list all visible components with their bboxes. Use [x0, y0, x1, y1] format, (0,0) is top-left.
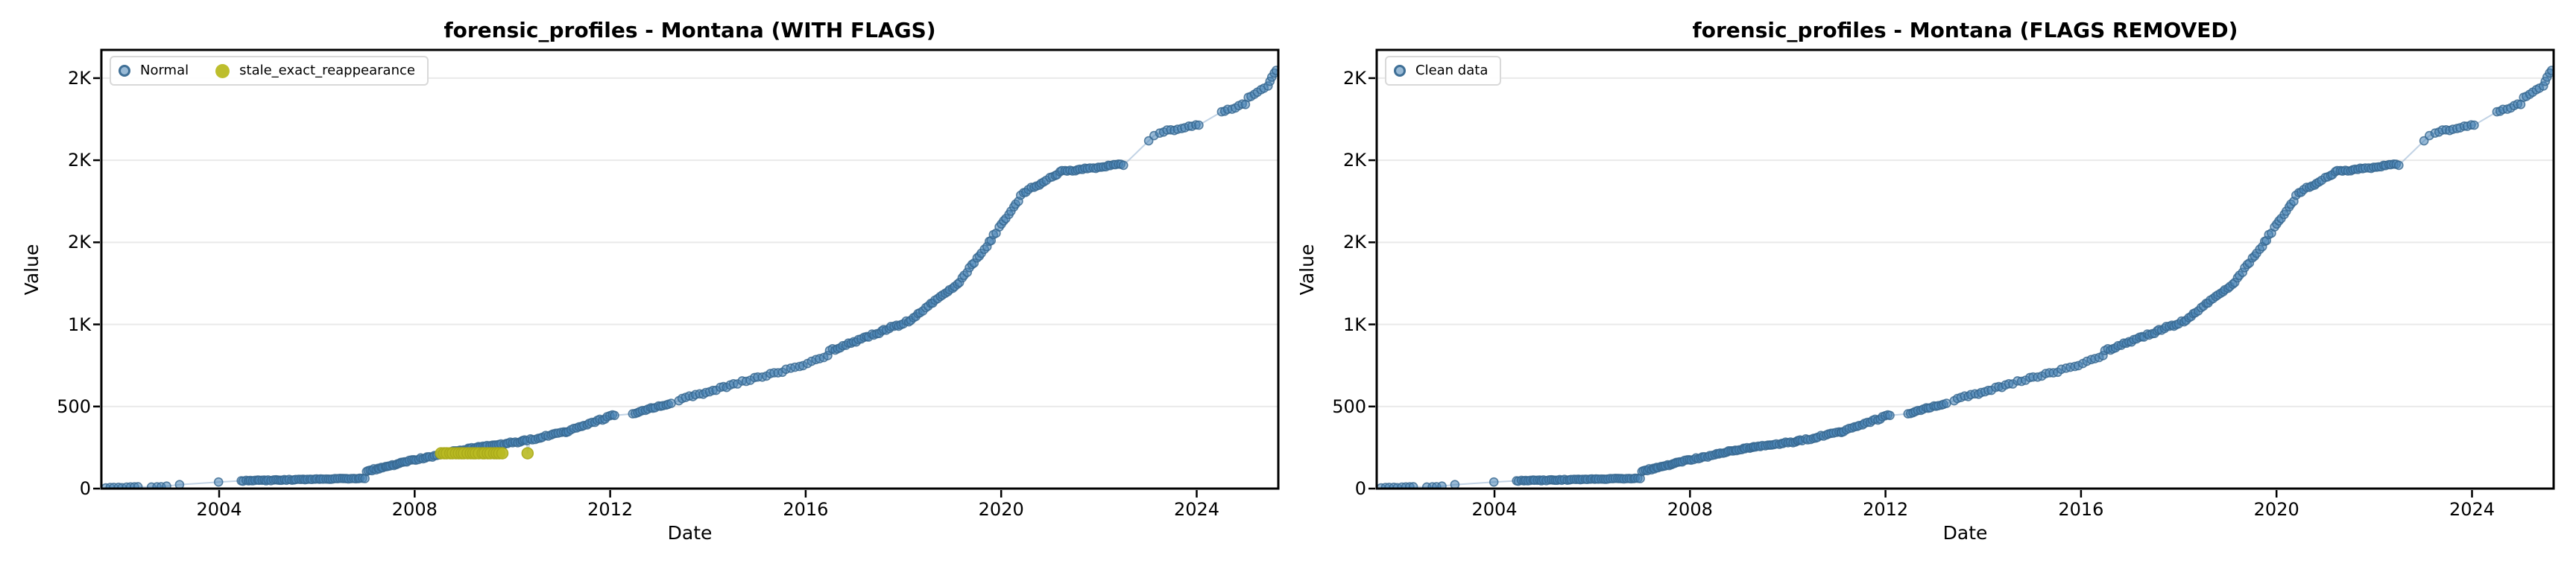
x-axis-label-right-chart: Date — [1942, 522, 1988, 544]
y-tick-label: 500 — [57, 395, 91, 417]
legend-marker-normal-icon — [119, 65, 130, 77]
normal-point — [666, 398, 676, 408]
x-tick-label: 2012 — [1863, 499, 1909, 520]
normal-point — [1489, 477, 1499, 487]
flagged-point — [496, 447, 509, 460]
series-line — [1380, 69, 2553, 489]
flagged-point — [521, 447, 534, 460]
x-tick-label: 2024 — [2449, 499, 2496, 520]
x-tick-label: 2020 — [2253, 499, 2299, 520]
normal-point — [1450, 480, 1460, 489]
x-tick-label: 2016 — [2058, 499, 2104, 520]
legend-marker-clean-icon — [1394, 65, 1406, 77]
chart-title-with-flags: forensic_profiles - Montana (WITH FLAGS) — [443, 18, 936, 42]
x-tick-label: 2008 — [391, 499, 438, 520]
y-tick-label: 2K — [67, 67, 91, 89]
legend-marker-flagged-icon — [215, 63, 230, 78]
legend-label-normal: Normal — [140, 63, 189, 78]
y-tick-label: 2K — [1342, 150, 1366, 171]
x-tick-label: 2020 — [978, 499, 1024, 520]
x-tick-label: 2012 — [587, 499, 634, 520]
normal-point — [2547, 66, 2554, 75]
plot-spines — [100, 48, 1280, 490]
plot-spines — [1375, 48, 2555, 490]
y-tick-label: 500 — [1332, 395, 1366, 417]
normal-point — [133, 482, 143, 489]
x-axis-label-left-chart: Date — [667, 522, 713, 544]
y-tick-label: 2K — [1342, 232, 1366, 253]
normal-point — [1272, 66, 1278, 75]
y-tick-label: 1K — [67, 314, 91, 335]
normal-point — [1408, 482, 1418, 489]
legend-label-flagged: stale_exact_reappearance — [239, 63, 415, 78]
x-tick-label: 2004 — [196, 499, 242, 520]
normal-point — [1437, 481, 1447, 489]
legend-item-normal: Normal — [119, 63, 189, 79]
normal-point — [174, 480, 185, 489]
y-tick-label: 0 — [1354, 478, 1366, 499]
legend-with-flags: Normal stale_exact_reappearance — [110, 56, 429, 86]
legend-item-clean: Clean data — [1394, 63, 1488, 79]
normal-point — [1194, 120, 1204, 130]
x-tick-label: 2024 — [1173, 499, 1220, 520]
x-tick-label: 2004 — [1471, 499, 1518, 520]
legend-label-clean: Clean data — [1415, 63, 1489, 78]
normal-point — [213, 477, 224, 487]
legend-clean-data: Clean data — [1385, 56, 1502, 86]
y-tick-label: 1K — [1342, 314, 1366, 335]
normal-point — [1942, 398, 1951, 408]
normal-point — [1885, 410, 1895, 421]
plot-area-0 — [93, 48, 1280, 498]
y-tick-label: 2K — [1342, 67, 1366, 89]
normal-point — [1119, 160, 1128, 171]
normal-point — [2394, 160, 2404, 171]
series-line — [105, 69, 1278, 489]
x-tick-label: 2016 — [783, 499, 829, 520]
plot-area-1 — [1368, 48, 2555, 498]
chart-title-flags-removed: forensic_profiles - Montana (FLAGS REMOV… — [1692, 18, 2238, 42]
y-tick-label: 0 — [79, 478, 91, 499]
normal-point — [610, 410, 619, 421]
legend-item-flagged: stale_exact_reappearance — [215, 63, 415, 79]
normal-point — [162, 481, 171, 489]
y-tick-label: 2K — [67, 232, 91, 253]
y-tick-label: 2K — [67, 150, 91, 171]
normal-point — [2469, 120, 2479, 130]
x-tick-label: 2008 — [1667, 499, 1713, 520]
